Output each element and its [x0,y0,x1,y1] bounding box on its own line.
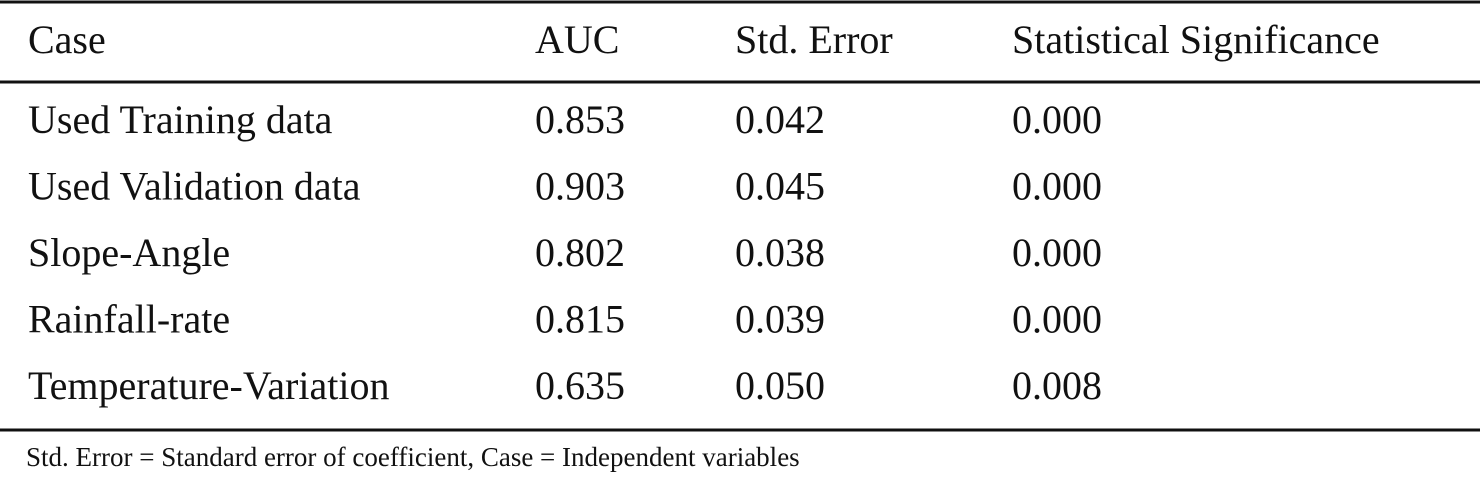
header-cell: AUC [535,17,619,62]
table-cell: 0.903 [535,164,625,209]
table-cell: 0.045 [735,164,825,209]
table-cell: 0.050 [735,363,825,408]
table-cell: 0.853 [535,97,625,142]
table-cell: Slope-Angle [28,230,230,275]
table-cell: Used Training data [28,97,333,142]
table-body: Case AUC Std. Error Statistical Significanc… [28,17,1380,408]
table-cell: 0.042 [735,97,825,142]
table-cell: 0.038 [735,230,825,275]
table-cell: 0.000 [1012,297,1102,342]
footnote: Std. Error = Standard error of coefficie… [26,442,800,472]
table-cell: 0.815 [535,297,625,342]
table-cell: 0.000 [1012,230,1102,275]
table-cell: Used Validation data [28,164,361,209]
header-cell: Case [28,17,106,62]
table-cell: 0.000 [1012,164,1102,209]
header-cell: Std. Error [735,17,893,62]
table-cell: 0.635 [535,363,625,408]
table-cell: Rainfall-rate [28,297,230,342]
table-cell: Temperature-Variation [28,363,389,408]
table-cell: 0.039 [735,297,825,342]
table-cell: 0.000 [1012,97,1102,142]
table-cell: 0.802 [535,230,625,275]
table-cell: 0.008 [1012,363,1102,408]
header-cell: Statistical Significance [1012,17,1380,62]
